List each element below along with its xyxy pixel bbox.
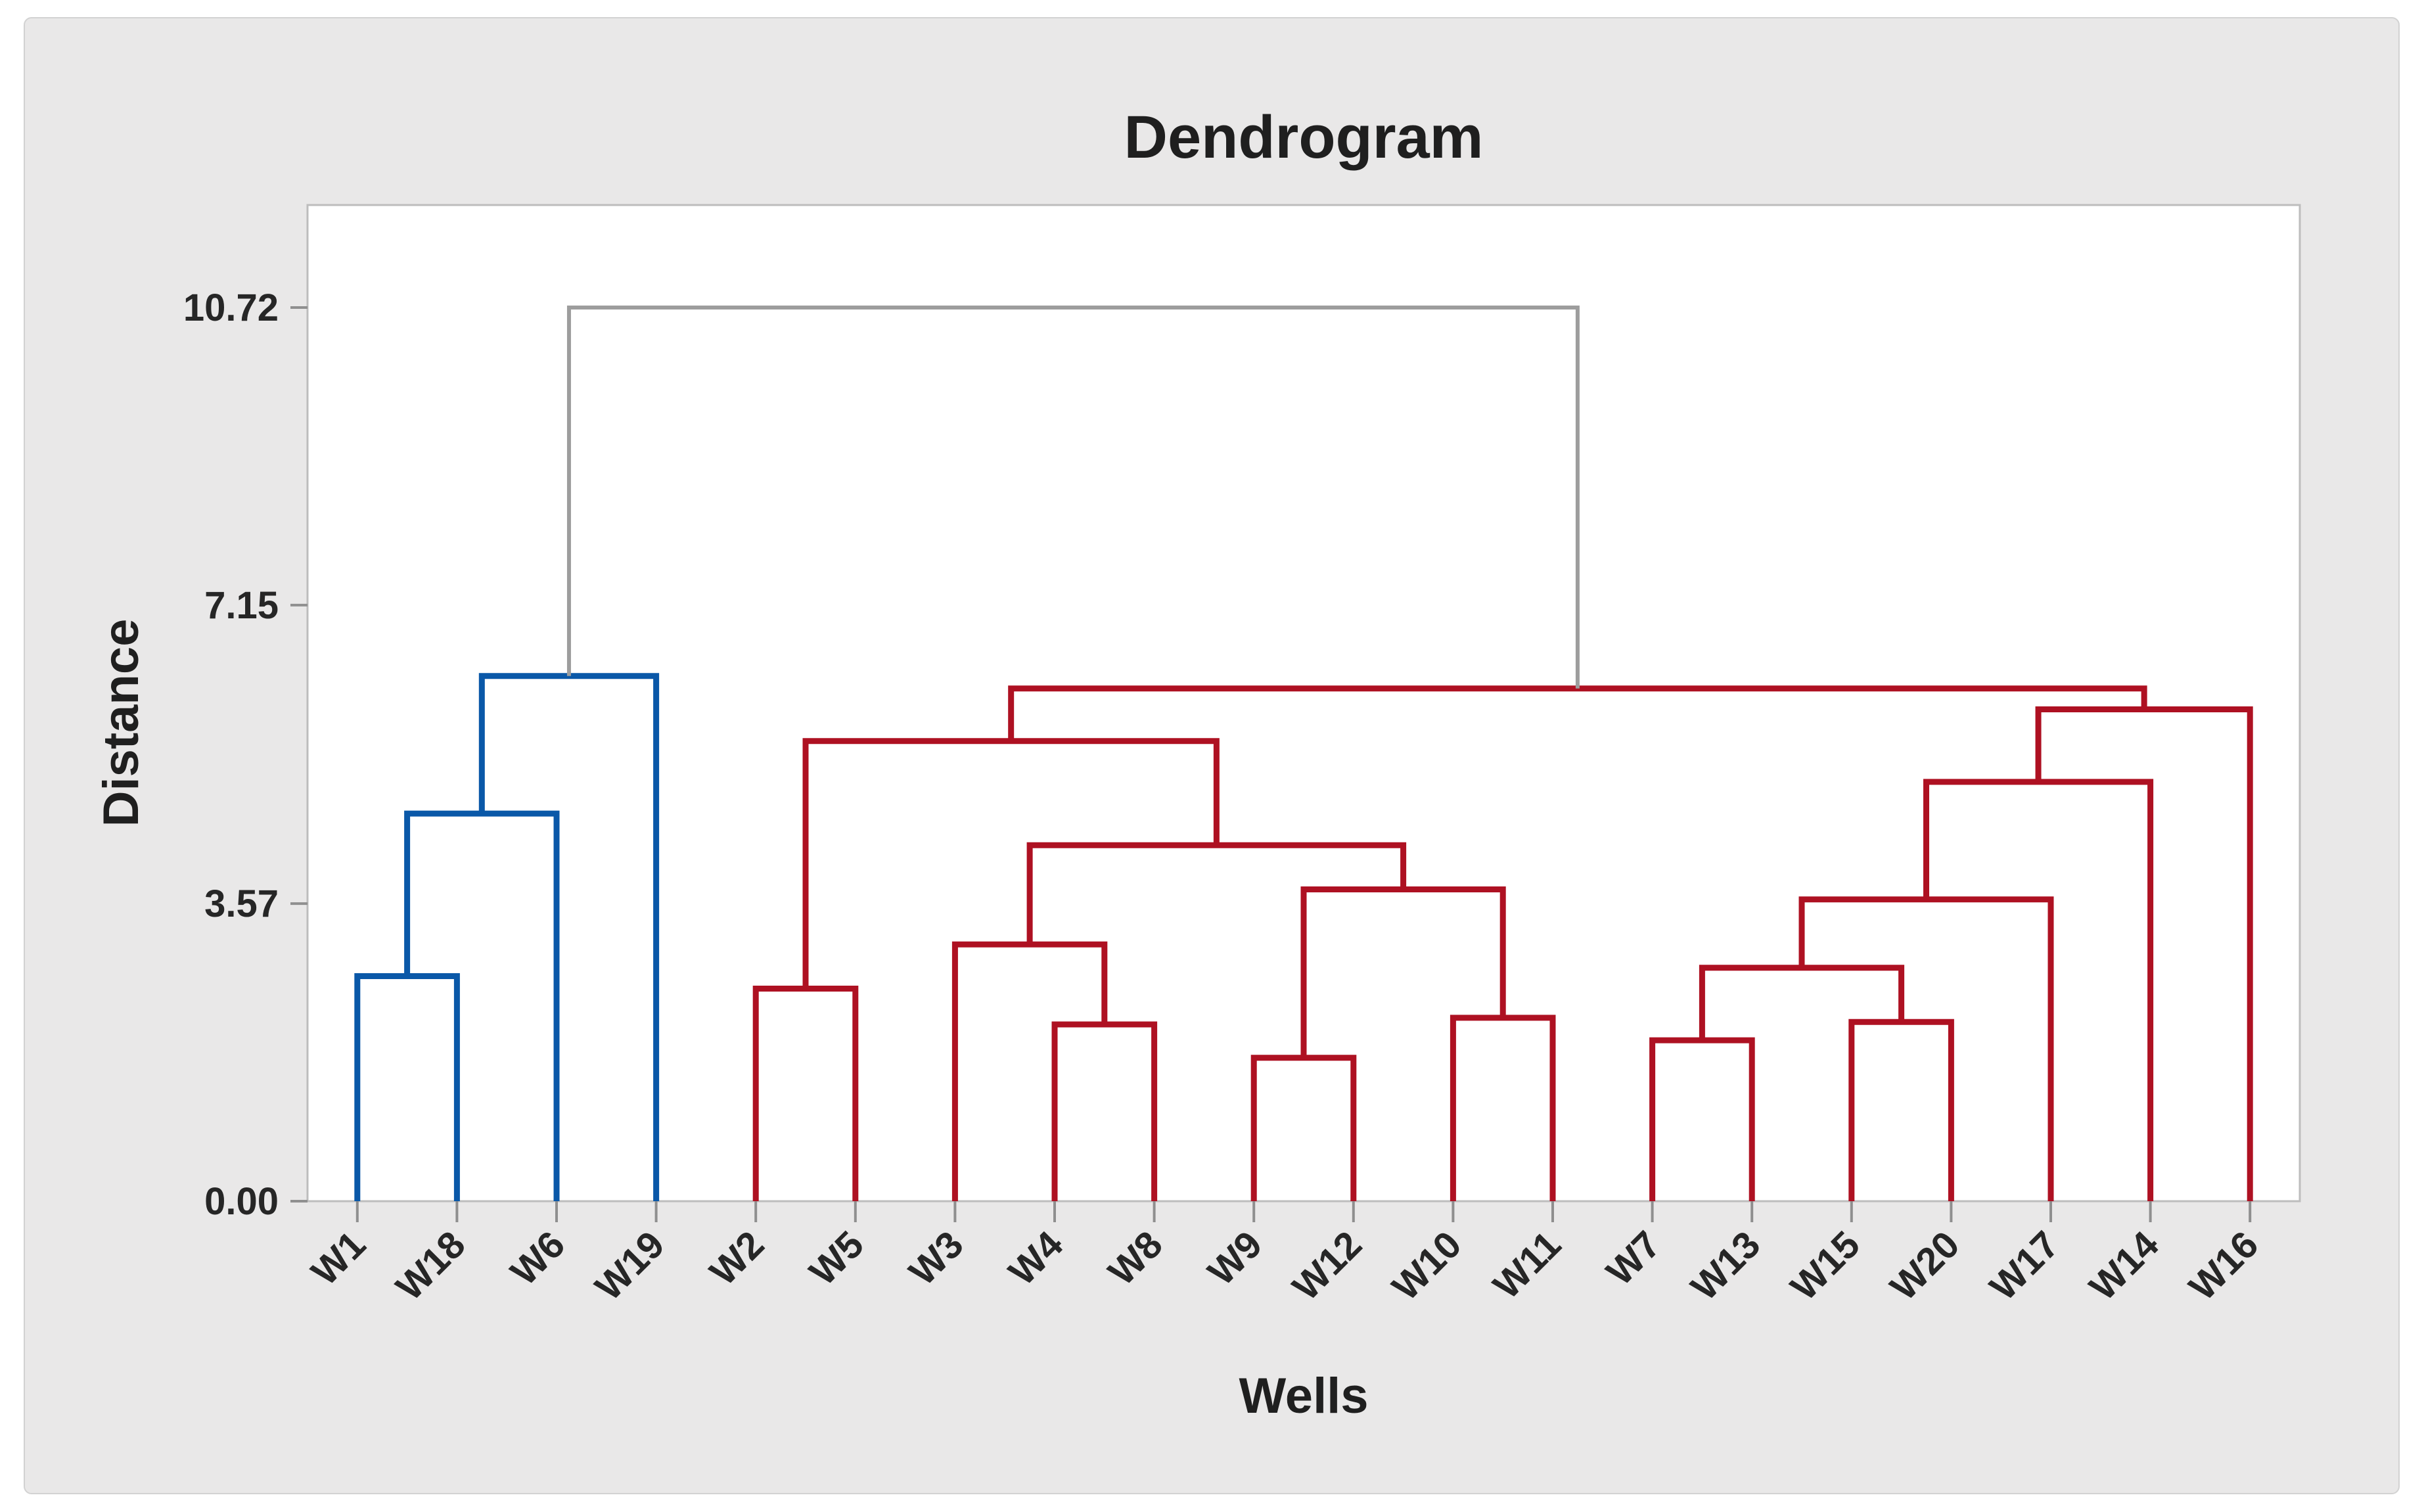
dendrogram-link-M1-W19 <box>478 673 660 1201</box>
chart-title: Dendrogram <box>1124 104 1484 171</box>
x-tick-label-W11: W11 <box>1485 1223 1569 1307</box>
dendrogram-link-M11-M12 <box>1699 965 1905 1041</box>
x-tick-label-W9: W9 <box>1200 1223 1270 1293</box>
y-axis-ticks: 0.00 3.57 7.15 10.72 <box>183 286 308 1223</box>
x-tick-label-W20: W20 <box>1882 1223 1967 1308</box>
x-tick-label-W4: W4 <box>1001 1223 1071 1293</box>
x-tick-label-W18: W18 <box>388 1223 473 1308</box>
dendrogram-link-W15-W20 <box>1848 1019 1954 1201</box>
y-axis-title: Distance <box>93 619 149 827</box>
x-tick-label-W17: W17 <box>1982 1223 2067 1308</box>
x-tick-label-W19: W19 <box>587 1223 672 1308</box>
dendrogram-link-W10-W11 <box>1450 1015 1556 1201</box>
y-tick-label: 10.72 <box>183 286 279 329</box>
y-tick-label: 0.00 <box>204 1180 279 1223</box>
x-tick-label-W13: W13 <box>1683 1223 1768 1308</box>
dendrogram-link-M14-W14 <box>1923 779 2154 1201</box>
x-tick-label-W2: W2 <box>702 1223 772 1293</box>
x-tick-label-W8: W8 <box>1100 1223 1170 1293</box>
x-tick-label-W5: W5 <box>802 1223 872 1293</box>
x-tick-label-W6: W6 <box>503 1223 573 1293</box>
x-axis-ticks: W1 W18 W6 W19 W2 W5 W3 W4 W8 W9 W12 W10 W11 W7 W13 W15 W… <box>304 1201 2266 1309</box>
dendrogram-link-M10-M16 <box>1008 685 2147 741</box>
x-tick-label-W14: W14 <box>2081 1223 2166 1308</box>
y-tick-label: 3.57 <box>204 882 279 925</box>
x-tick-label-W15: W15 <box>1783 1223 1868 1308</box>
dendrogram-link-M13-W17 <box>1798 896 2054 1201</box>
x-tick-label-W3: W3 <box>901 1223 971 1293</box>
x-tick-label-W12: W12 <box>1285 1223 1370 1308</box>
dendrogram-links <box>354 306 2253 1201</box>
x-axis-title: Wells <box>1239 1368 1368 1424</box>
x-tick-label-W10: W10 <box>1384 1223 1469 1308</box>
x-tick-label-W16: W16 <box>2181 1223 2266 1308</box>
x-tick-label-W1: W1 <box>304 1223 374 1293</box>
x-tick-label-W7: W7 <box>1598 1223 1668 1293</box>
dendrogram-link-M2-M17 <box>566 306 1580 689</box>
y-tick-label: 7.15 <box>204 584 279 627</box>
dendrogram-link-W7-W13 <box>1649 1037 1755 1201</box>
